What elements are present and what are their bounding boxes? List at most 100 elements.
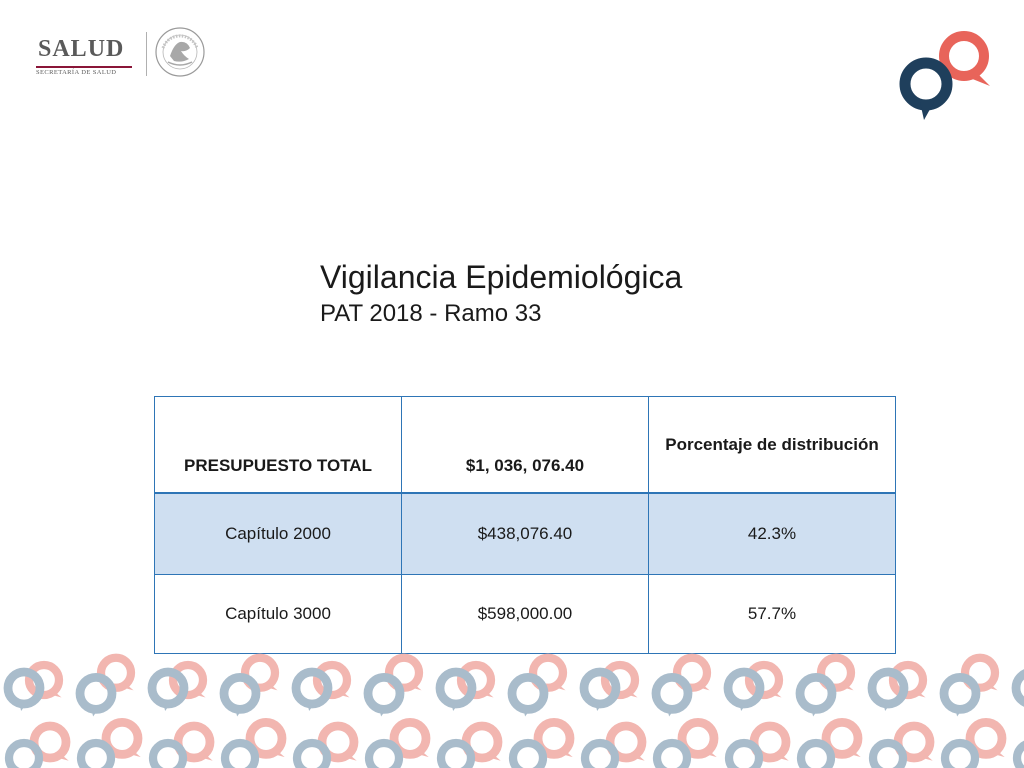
amount-cell: $438,076.40 <box>401 492 649 575</box>
bubble-tail-icon <box>118 682 134 691</box>
decorative-bubble-pattern <box>3 653 1024 768</box>
amount-cell: $598,000.00 <box>401 574 649 654</box>
bubble-ring-icon <box>939 673 981 714</box>
salud-logo-line <box>36 66 132 68</box>
bubble-tail-icon <box>46 689 62 698</box>
bubble-ring-icon <box>651 673 693 714</box>
bubble-ring-icon <box>76 738 116 768</box>
bubble-tail-icon <box>306 699 317 712</box>
bubble-tail-icon <box>18 699 29 712</box>
percent-cell: 42.3% <box>648 492 896 575</box>
bubble-tail-icon <box>666 704 677 717</box>
bubble-ring-icon <box>456 660 496 700</box>
bubble-ring-icon <box>744 660 784 700</box>
slide-title: Vigilancia Epidemiológica <box>320 259 683 295</box>
header-total-cell: $1, 036, 076.40 <box>401 396 649 494</box>
bubble-tail-icon <box>838 682 854 691</box>
bubble-tail-icon <box>52 752 69 761</box>
bubble-ring-icon <box>652 738 692 768</box>
header-label-cell: PRESUPUESTO TOTAL <box>154 396 402 494</box>
bubble-tail-icon <box>478 689 494 698</box>
bubble-tail-icon <box>406 682 422 691</box>
bubble-ring-icon <box>96 653 136 692</box>
table-row: Capítulo 2000 $438,076.40 42.3% <box>154 492 896 575</box>
bubble-ring-icon <box>600 660 640 700</box>
bubble-tail-icon <box>190 689 206 698</box>
bubble-ring-icon <box>168 660 208 700</box>
bubble-tail-icon <box>556 748 573 758</box>
bubble-ring-icon <box>507 673 549 714</box>
bubble-ring-icon <box>312 660 352 700</box>
bubble-tail-icon <box>450 699 461 712</box>
slide-title-block: Vigilancia Epidemiológica PAT 2018 - Ram… <box>320 256 840 330</box>
bubble-tail-icon <box>766 689 782 698</box>
bubble-ring-icon <box>868 738 908 768</box>
bubble-tail-icon <box>412 748 429 758</box>
bubble-ring-icon <box>965 718 1007 759</box>
budget-table: PRESUPUESTO TOTAL $1, 036, 076.40 Porcen… <box>154 396 896 654</box>
bubble-ring-icon <box>364 738 404 768</box>
slide-subtitle: PAT 2018 - Ramo 33 <box>320 300 542 327</box>
logo-divider <box>146 32 147 76</box>
bubble-tail-icon <box>162 699 173 712</box>
mexico-seal-icon <box>155 27 205 77</box>
bubble-tail-icon <box>954 704 965 717</box>
bubble-tail-icon <box>484 752 501 761</box>
salud-logo: SALUD SECRETARÍA DE SALUD <box>30 26 140 80</box>
bubble-ring-icon <box>4 738 44 768</box>
bubble-ring-icon <box>508 738 548 768</box>
bubble-ring-icon <box>533 718 575 759</box>
bubble-tail-icon <box>882 699 893 712</box>
bubble-tail-icon <box>810 704 821 717</box>
bubble-ring-icon <box>1011 669 1024 707</box>
bubble-ring-icon <box>528 653 568 692</box>
bubble-tail-icon <box>378 704 389 717</box>
bubble-tail-icon <box>340 752 357 761</box>
bubble-tail-icon <box>988 748 1005 758</box>
table-row: Capítulo 3000 $598,000.00 57.7% <box>154 574 896 654</box>
bubble-ring-icon <box>940 738 980 768</box>
bubble-ring-icon <box>796 738 836 768</box>
bubble-ring-icon <box>75 673 117 714</box>
bubble-ring-icon <box>363 673 405 714</box>
bubble-tail-icon <box>594 699 605 712</box>
bubble-ring-icon <box>816 653 856 692</box>
bubble-ring-icon <box>724 738 764 768</box>
bubble-tail-icon <box>522 704 533 717</box>
bubble-ring-icon <box>436 738 476 768</box>
bubble-tail-icon <box>694 682 710 691</box>
bubble-ring-icon <box>24 660 64 700</box>
bubble-tail-icon <box>262 682 278 691</box>
bubble-ring-icon <box>1012 740 1024 768</box>
bubble-tail-icon <box>622 689 638 698</box>
bubble-ring-icon <box>672 653 712 692</box>
bubble-ring-icon <box>384 653 424 692</box>
bubble-ring-icon <box>888 660 928 700</box>
bubble-ring-icon <box>219 673 261 714</box>
bubble-ring-icon <box>292 738 332 768</box>
bubble-tail-icon <box>910 689 926 698</box>
bubble-tail-icon <box>982 682 998 691</box>
bubble-ring-icon <box>148 738 188 768</box>
bubble-tail-icon <box>196 752 213 761</box>
chapter-cell: Capítulo 3000 <box>154 574 402 654</box>
header-percent-cell: Porcentaje de distribución <box>648 396 896 494</box>
bubble-ring-icon <box>821 718 863 759</box>
bubble-tail-icon <box>268 748 285 758</box>
bubble-ring-icon <box>795 673 837 714</box>
bubble-tail-icon <box>334 689 350 698</box>
bubble-ring-icon <box>245 718 287 759</box>
bubble-tail-icon <box>628 752 645 761</box>
bubble-tail-icon <box>772 752 789 761</box>
bubble-tail-icon <box>234 704 245 717</box>
bubble-ring-icon <box>220 738 260 768</box>
salud-logo-word: SALUD <box>38 36 125 62</box>
chapter-cell: Capítulo 2000 <box>154 492 402 575</box>
bubble-tail-icon <box>124 748 141 758</box>
bubble-tail-icon <box>916 752 933 761</box>
bubble-ring-icon <box>101 718 143 759</box>
table-header-row: PRESUPUESTO TOTAL $1, 036, 076.40 Porcen… <box>154 396 896 494</box>
bubble-tail-icon <box>90 704 101 717</box>
bubble-ring-icon <box>677 718 719 759</box>
salud-logo-subtitle: SECRETARÍA DE SALUD <box>36 69 117 76</box>
